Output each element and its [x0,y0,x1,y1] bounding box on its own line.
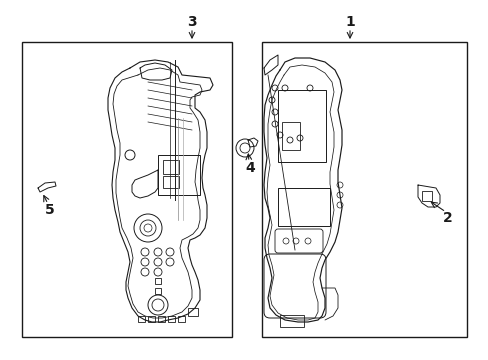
Text: 1: 1 [345,15,354,29]
Bar [280,315,304,327]
Bar [158,316,164,322]
Text: 4: 4 [244,161,254,175]
Bar [163,160,179,174]
Bar [163,176,179,188]
Bar [178,316,184,322]
Bar [148,316,155,322]
Bar [138,316,145,322]
Bar [155,278,161,284]
Bar [158,155,200,195]
Text: 2: 2 [442,211,452,225]
Text: 3: 3 [187,15,196,29]
Bar [278,90,325,162]
Bar [278,188,329,226]
Bar [262,42,466,337]
Bar [282,122,299,150]
Bar [155,288,161,294]
Bar [421,191,431,201]
Bar [168,316,175,322]
Text: 5: 5 [45,203,55,217]
Bar [187,308,198,316]
Bar [22,42,231,337]
